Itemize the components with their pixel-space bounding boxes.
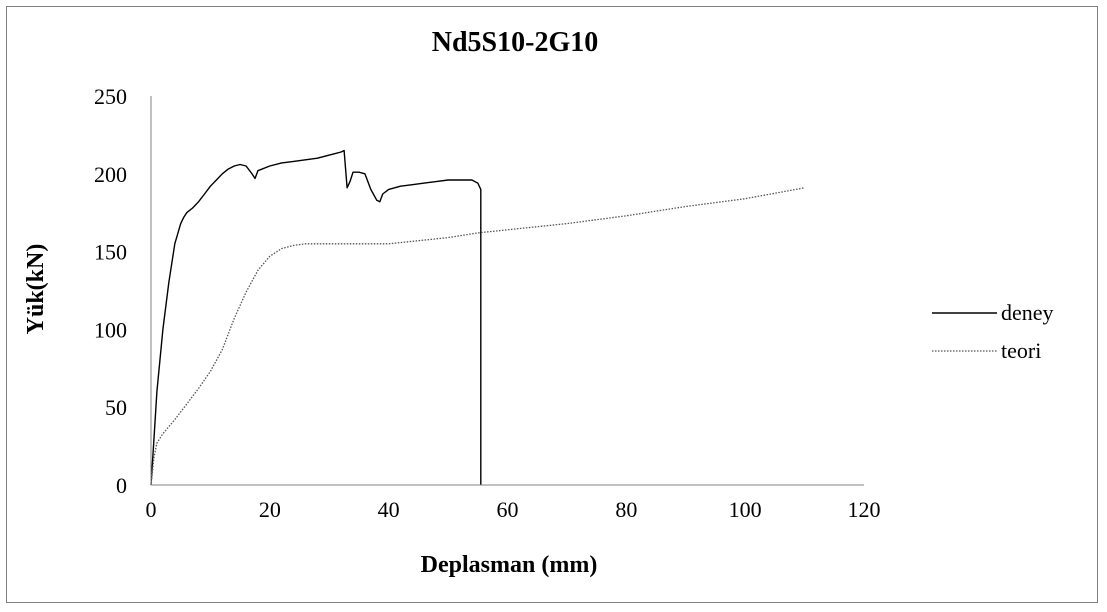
x-tick-label: 40 [378,497,400,522]
x-tick-label: 0 [146,497,157,522]
x-tick-label: 100 [729,497,762,522]
legend: deney teori [932,300,1054,363]
axes-layer [150,96,864,486]
chart-title: Nd5S10-2G10 [432,27,598,58]
series-layer [150,149,805,486]
series-line-teori [150,187,805,486]
x-tick-label: 80 [615,497,637,522]
tick-labels: 0 20 40 60 80 100 120 0 50 100 150 200 250 [94,84,881,522]
y-axis-label: Yük(kN) [23,244,49,335]
line-chart: Nd5S10-2G10 0 20 40 60 80 100 120 0 50 100 150 200 2… [23,27,1054,578]
x-tick-label: 60 [497,497,519,522]
y-tick-label: 250 [94,84,127,109]
legend-label-deney: deney [1001,300,1054,325]
legend-label-teori: teori [1001,338,1041,363]
x-axis-label: Deplasman (mm) [421,552,598,578]
x-tick-label: 20 [259,497,281,522]
y-tick-label: 0 [116,473,127,498]
y-tick-label: 100 [94,317,127,342]
chart-area: Nd5S10-2G10 0 20 40 60 80 100 120 0 50 100 150 200 2… [6,6,1098,603]
y-tick-label: 50 [105,395,127,420]
y-tick-label: 200 [94,162,127,187]
series-line-deney [150,149,482,486]
x-tick-label: 120 [848,497,881,522]
y-tick-label: 150 [94,240,127,265]
